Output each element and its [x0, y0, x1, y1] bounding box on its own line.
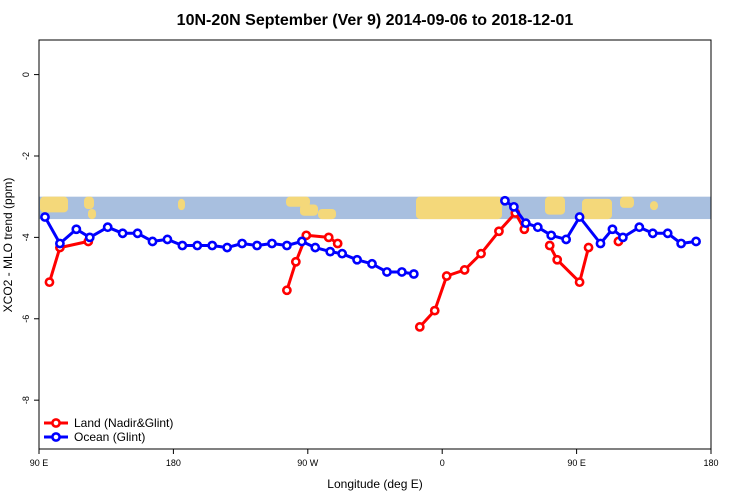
data-point — [177, 240, 188, 251]
data-point — [325, 246, 336, 257]
data-point — [237, 238, 247, 249]
data-point — [281, 285, 292, 296]
data-point — [367, 258, 377, 269]
data-point — [544, 240, 555, 251]
map-land — [286, 196, 310, 207]
map-land — [88, 208, 96, 220]
x-tick-label: 180 — [703, 458, 718, 468]
data-point — [352, 254, 362, 265]
x-tick-label: 90 W — [297, 458, 319, 468]
data-point — [561, 234, 572, 245]
data-point — [552, 254, 563, 265]
data-point — [55, 238, 65, 249]
data-point — [607, 224, 618, 235]
data-point — [290, 256, 301, 267]
map-land — [650, 201, 658, 211]
map-land — [300, 204, 318, 216]
legend-marker — [51, 418, 61, 428]
data-point — [617, 232, 628, 243]
data-point — [520, 218, 531, 229]
data-point — [441, 271, 452, 281]
world-map-strip — [39, 196, 711, 220]
x-tick-label: 0 — [440, 458, 445, 468]
data-point — [532, 222, 543, 233]
data-point — [102, 222, 113, 233]
y-tick-label: -4 — [21, 233, 31, 241]
x-axis-label: Longitude (deg E) — [327, 477, 422, 491]
series-ocean-glint — [40, 195, 701, 279]
data-point — [267, 238, 277, 249]
data-point — [546, 230, 557, 241]
data-point — [281, 240, 292, 251]
data-point — [84, 232, 95, 243]
data-point — [691, 236, 701, 247]
plot-frame — [38, 39, 712, 450]
y-axis: 0 -2 -4 -6 -8 — [21, 72, 39, 404]
data-point — [459, 265, 470, 275]
map-ocean — [39, 196, 711, 220]
y-axis-label: XCO2 - MLO trend (ppm) — [1, 178, 15, 313]
data-point — [396, 267, 407, 277]
map-land — [620, 196, 634, 208]
data-point — [583, 242, 594, 253]
data-point — [647, 228, 658, 239]
legend-marker — [51, 432, 61, 442]
legend-label: Land (Nadir&Glint) — [74, 416, 173, 430]
data-point — [574, 212, 585, 222]
data-point — [595, 238, 606, 249]
series-line — [548, 244, 590, 284]
data-point — [252, 240, 262, 251]
map-land — [582, 198, 612, 220]
data-point — [476, 248, 486, 259]
map-land — [416, 196, 502, 220]
data-point — [301, 230, 312, 241]
data-point — [332, 238, 343, 249]
x-tick-label: 90 E — [30, 458, 49, 468]
data-point — [574, 277, 585, 288]
data-point — [382, 267, 392, 277]
legend-label: Ocean (Glint) — [74, 430, 145, 444]
data-point — [71, 224, 82, 235]
series-layer — [40, 195, 701, 332]
y-tick-label: -8 — [21, 396, 31, 404]
data-point — [676, 238, 687, 249]
data-point — [296, 236, 307, 247]
data-point — [117, 228, 128, 239]
data-point — [147, 236, 158, 247]
data-point — [132, 228, 143, 239]
map-land — [84, 196, 94, 209]
data-point — [40, 212, 50, 222]
data-point — [634, 222, 645, 233]
data-point — [408, 269, 419, 279]
map-land — [318, 208, 336, 220]
data-point — [337, 248, 348, 259]
x-tick-label: 180 — [166, 458, 181, 468]
data-point — [310, 242, 321, 253]
data-point — [414, 322, 425, 332]
chart-title: 10N-20N September (Ver 9) 2014-09-06 to … — [177, 12, 574, 29]
x-tick-label: 90 E — [567, 458, 586, 468]
data-point — [207, 240, 218, 251]
map-land — [545, 196, 565, 215]
y-tick-label: -6 — [21, 315, 31, 323]
y-tick-label: 0 — [21, 72, 31, 77]
y-tick-label: -2 — [21, 152, 31, 160]
map-land — [40, 196, 68, 213]
x-axis: 90 E 180 90 W 0 90 E 180 — [30, 449, 719, 468]
data-point — [508, 201, 519, 212]
data-point — [429, 305, 440, 316]
data-point — [662, 228, 673, 239]
data-point — [494, 226, 504, 237]
data-point — [222, 242, 233, 253]
data-point — [323, 232, 334, 243]
map-land — [178, 198, 185, 211]
data-point — [500, 195, 510, 206]
data-point — [162, 234, 173, 245]
data-point — [192, 240, 203, 251]
data-point — [44, 277, 55, 288]
legend: Land (Nadir&Glint)Ocean (Glint) — [44, 416, 173, 444]
